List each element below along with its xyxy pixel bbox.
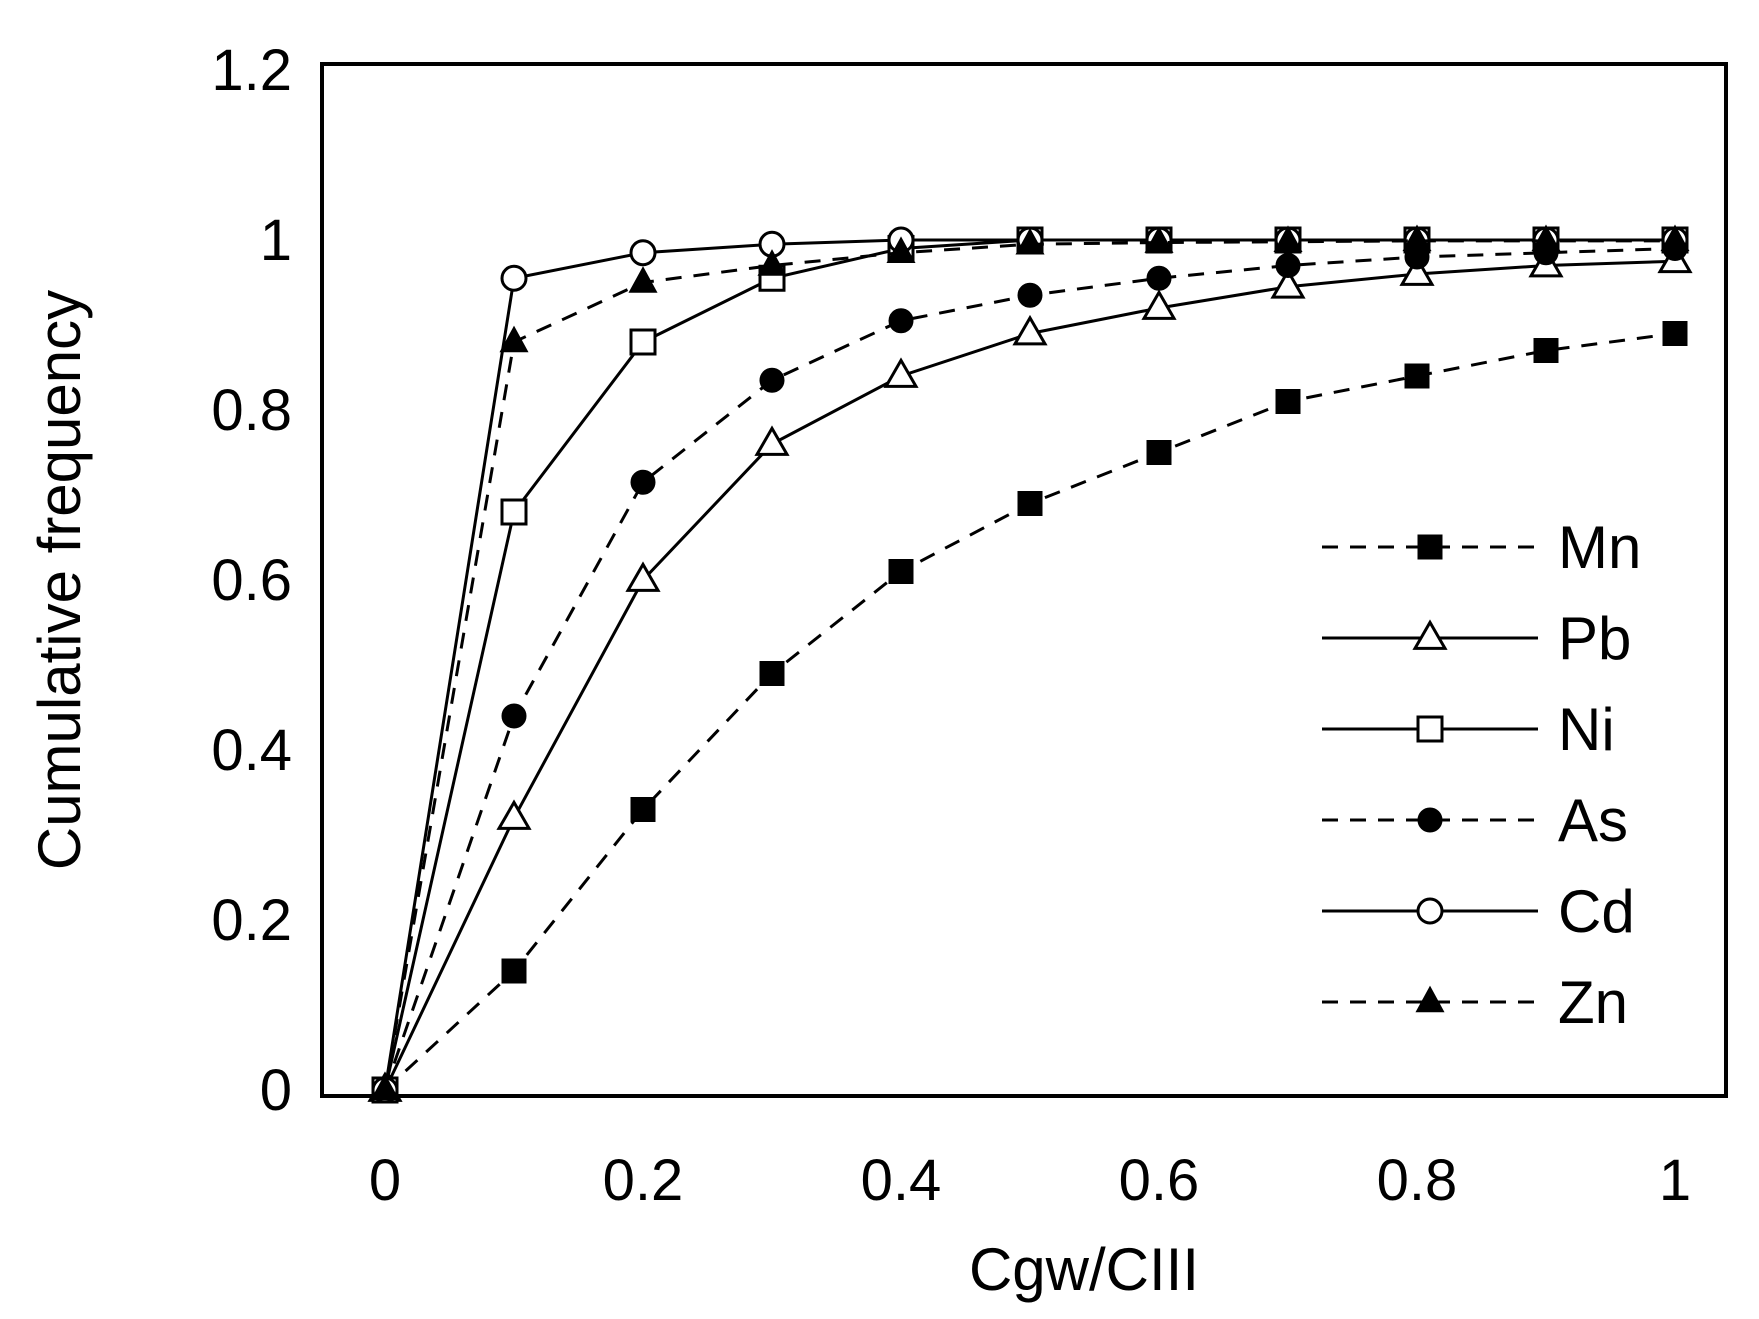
data-point-as <box>1017 282 1043 308</box>
data-point-mn <box>1404 363 1430 389</box>
data-point-zn <box>1015 227 1045 255</box>
data-point-pb <box>1399 255 1435 286</box>
series-line-pb <box>383 259 1676 1091</box>
series-cd <box>371 226 1689 1104</box>
series-line-mn <box>383 332 1676 1092</box>
data-point-zn <box>1273 225 1303 252</box>
data-point-zn <box>757 249 787 276</box>
legend-item-cd: Cd <box>1322 878 1635 945</box>
legend-item-pb: Pb <box>1322 605 1631 672</box>
data-point-zn <box>1402 224 1432 252</box>
data-point-mn <box>1662 321 1688 346</box>
data-point-as <box>759 367 785 393</box>
legend-marker <box>1416 897 1444 925</box>
data-point-zn <box>628 266 658 293</box>
legend-marker <box>1416 715 1444 743</box>
y-tick-label: 0.2 <box>211 888 292 953</box>
legend-label: Ni <box>1558 696 1615 763</box>
data-point-pb <box>1141 289 1177 320</box>
data-point-mn <box>759 661 785 686</box>
data-point-as <box>501 703 527 729</box>
legend-label: Pb <box>1558 605 1631 672</box>
data-point-pb <box>1012 314 1048 346</box>
series-layer <box>367 224 1693 1104</box>
data-point-zn <box>886 236 916 264</box>
x-tick-label: 0.2 <box>603 1148 684 1213</box>
series-line-as <box>383 247 1676 1091</box>
data-point-zn <box>1531 224 1561 252</box>
data-point-as <box>1275 253 1301 278</box>
legend: Mn Pb Ni As Cd Zn <box>1322 514 1641 1036</box>
y-tick-label: 0.8 <box>211 378 292 443</box>
data-point-mn <box>1017 491 1043 516</box>
data-point-mn <box>888 559 914 584</box>
x-axis-title: Cgw/CIII <box>969 1236 1199 1303</box>
series-ni <box>371 226 1689 1104</box>
data-point-cd <box>629 239 657 267</box>
series-line-ni <box>383 238 1675 1091</box>
series-line-cd <box>383 238 1675 1091</box>
legend-item-as: As <box>1322 787 1628 854</box>
y-axis-ticks: 0 0.2 0.4 0.6 0.8 1 1.2 <box>211 38 292 1123</box>
series-pb <box>367 242 1693 1102</box>
legend-label: Cd <box>1558 878 1635 945</box>
y-tick-label: 0.4 <box>211 718 292 783</box>
y-tick-label: 0.6 <box>211 548 292 613</box>
data-point-mn <box>630 797 656 822</box>
x-tick-label: 0.4 <box>861 1148 942 1213</box>
legend-item-mn: Mn <box>1322 514 1641 581</box>
data-point-pb <box>1270 268 1306 299</box>
data-point-as <box>888 308 914 334</box>
data-point-pb <box>625 561 661 592</box>
data-point-pb <box>754 425 790 456</box>
plot-area-frame <box>320 62 1728 1098</box>
data-point-mn <box>501 958 527 984</box>
data-point-zn <box>370 1073 400 1101</box>
x-axis-ticks: 0 0.2 0.4 0.6 0.8 1 <box>369 1148 1691 1213</box>
legend-item-ni: Ni <box>1322 696 1615 763</box>
data-point-as <box>630 469 656 495</box>
y-tick-label: 1.2 <box>211 38 292 103</box>
x-tick-label: 1 <box>1659 1148 1691 1213</box>
series-mn <box>372 321 1688 1103</box>
legend-marker <box>1415 985 1445 1013</box>
series-as <box>372 236 1688 1103</box>
data-point-mn <box>1275 389 1301 414</box>
legend-label: Zn <box>1558 969 1628 1036</box>
y-axis-title: Cumulative frequency <box>26 290 93 870</box>
data-point-zn <box>1144 226 1174 253</box>
data-point-cd <box>500 264 528 292</box>
data-point-pb <box>496 799 532 830</box>
legend-marker <box>1412 619 1448 650</box>
legend-label: As <box>1558 787 1628 854</box>
legend-label: Mn <box>1558 514 1641 581</box>
legend-item-zn: Zn <box>1322 969 1628 1036</box>
data-point-pb <box>883 357 919 388</box>
y-tick-label: 1 <box>260 208 292 273</box>
y-tick-label: 0 <box>260 1058 292 1123</box>
legend-marker <box>1417 534 1443 560</box>
x-tick-label: 0.6 <box>1119 1148 1200 1213</box>
data-point-mn <box>1533 338 1559 363</box>
series-line-zn <box>383 239 1675 1091</box>
data-point-zn <box>1660 224 1690 252</box>
x-tick-label: 0 <box>369 1148 401 1213</box>
x-tick-label: 0.8 <box>1377 1148 1458 1213</box>
data-point-zn <box>499 325 529 353</box>
data-point-ni <box>500 498 528 526</box>
legend-marker <box>1417 807 1443 833</box>
data-point-as <box>1146 265 1172 291</box>
data-point-ni <box>629 328 657 356</box>
series-zn <box>370 224 1690 1101</box>
data-point-mn <box>1146 440 1172 465</box>
